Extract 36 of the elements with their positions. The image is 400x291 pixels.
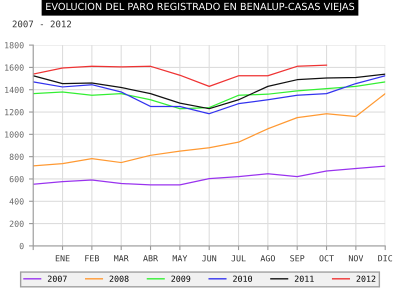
- line-series: [33, 73, 386, 110]
- chart-subtitle: 2007 - 2012: [12, 20, 72, 28]
- y-tick-label: 1800: [5, 42, 24, 48]
- y-tick-label: 1400: [5, 86, 24, 94]
- y-tick-label: 1200: [5, 109, 24, 116]
- x-tick-label: AGO: [260, 255, 275, 262]
- y-tick-label: 600: [10, 176, 24, 182]
- x-tick-label: DIC: [378, 255, 392, 262]
- x-tick-label: ENE: [56, 255, 70, 262]
- line-series: [33, 75, 386, 114]
- x-tick-label: ABR: [143, 255, 158, 262]
- y-tick-label: 1000: [5, 131, 24, 138]
- x-tick-label: FEB: [85, 255, 99, 262]
- y-tick-label: 1600: [5, 64, 24, 71]
- x-tick-label: JUN: [202, 255, 216, 262]
- legend-label: 2007: [48, 276, 67, 282]
- x-tick-label: NOV: [348, 255, 364, 262]
- chart-title: EVOLUCION DEL PARO REGISTRADO EN BENALUP-CASAS VIEJAS: [46, 2, 354, 12]
- x-tick-label: OCT: [319, 255, 334, 262]
- legend-label: 2009: [171, 276, 190, 282]
- x-tick-label: JUL: [231, 255, 246, 262]
- y-tick-label: 0: [20, 242, 24, 250]
- x-tick-label: SEP: [290, 255, 304, 262]
- legend-label: 2008: [110, 276, 129, 282]
- line-series: [33, 64, 328, 88]
- line-series: [33, 93, 386, 167]
- legend-label: 2012: [356, 276, 376, 282]
- legend-label: 2010: [233, 276, 252, 282]
- line-series: [33, 166, 386, 186]
- y-tick-label: 200: [10, 220, 24, 227]
- y-tick-label: 800: [10, 154, 24, 160]
- x-tick-label: MAR: [114, 255, 129, 262]
- y-tick-label: 400: [10, 198, 24, 205]
- x-tick-label: MAY: [172, 255, 188, 262]
- line-series: [33, 81, 386, 110]
- legend-label: 2011: [294, 276, 314, 282]
